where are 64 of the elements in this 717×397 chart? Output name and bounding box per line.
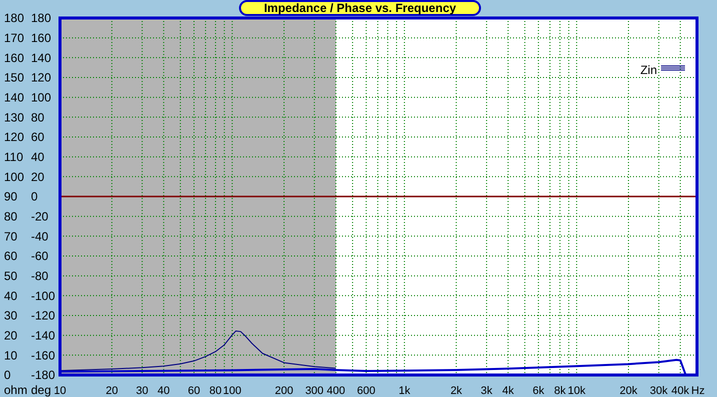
x-tick-label: 3k: [480, 384, 493, 397]
y-tick-label: 90: [4, 190, 18, 204]
y-tick-label: 70: [4, 229, 18, 244]
x-tick-label: 600: [357, 384, 376, 397]
y2-tick-label: -20: [31, 210, 49, 224]
x-tick-label: 30: [136, 384, 148, 397]
y-tick-label: 30: [4, 308, 18, 323]
x-tick-label: 10k: [568, 384, 586, 397]
y-tick-label: 100: [4, 170, 24, 184]
y-tick-label: 40: [4, 288, 18, 303]
y2-tick-label: 160: [31, 31, 52, 46]
x-tick-label: 400: [326, 384, 346, 397]
y-tick-label: 120: [4, 130, 24, 144]
chart-title: Impedance / Phase vs. Frequency: [264, 1, 456, 16]
y-tick-label: 20: [4, 328, 18, 343]
x-tick-label: 80: [209, 384, 222, 397]
y2-tick-label: 0: [31, 190, 38, 204]
y2-tick-label: 20: [31, 170, 45, 184]
y2-tick-label: -40: [31, 229, 49, 244]
x-tick-label: 100: [223, 384, 242, 397]
y2-tick-label: -80: [31, 269, 49, 284]
y-tick-label: 60: [4, 249, 18, 264]
y2-tick-label: 60: [31, 130, 45, 144]
y-tick-label: 50: [4, 269, 18, 284]
x-tick-label: 8k: [554, 384, 566, 397]
y2-tick-label: -160: [31, 348, 56, 362]
y2-tick-label: 40: [31, 150, 45, 164]
y2-tick-label: 100: [31, 90, 52, 105]
y2-tick-label: -100: [31, 288, 56, 303]
x-tick-label: 20k: [620, 384, 638, 397]
y2-tick-label: -180: [31, 368, 56, 382]
y2-tick-label: -140: [31, 328, 56, 343]
y-tick-label: 150: [4, 70, 24, 85]
x-axis-title: Hz: [691, 384, 705, 397]
x-tick-label: 10: [54, 384, 66, 397]
y2-tick-label: 140: [31, 50, 52, 65]
y2-tick-label: 80: [31, 110, 45, 124]
y2-tick-label: -120: [31, 308, 56, 323]
y-tick-label: 140: [4, 90, 24, 105]
x-tick-label: 30k: [650, 384, 668, 397]
y-tick-label: 180: [4, 11, 24, 26]
y-tick-label: 110: [4, 150, 24, 164]
x-tick-label: 1k: [398, 384, 411, 397]
y-tick-label: 170: [4, 31, 24, 46]
x-tick-label: 40k: [671, 384, 690, 397]
y2-tick-label: 120: [31, 70, 52, 85]
x-tick-label: 200: [274, 384, 294, 397]
x-tick-label: 300: [305, 384, 324, 397]
y-tick-label: 160: [4, 50, 24, 65]
y-tick-label: 10: [4, 348, 18, 362]
y2-axis-title: deg: [31, 383, 52, 397]
y2-tick-label: 180: [31, 11, 52, 26]
x-tick-label: 20: [106, 384, 118, 397]
x-tick-label: 4k: [502, 384, 514, 397]
y-tick-label: 80: [4, 210, 18, 224]
x-tick-label: 2k: [450, 384, 463, 397]
y2-tick-label: -60: [31, 249, 49, 264]
y-axis-title: ohm: [4, 383, 28, 397]
x-tick-label: 40: [158, 384, 170, 397]
y-tick-label: 0: [4, 368, 11, 382]
y-tick-label: 130: [4, 110, 24, 124]
x-tick-label: 6k: [532, 384, 545, 397]
legend-label: Zin: [640, 63, 657, 78]
x-tick-label: 60: [188, 384, 200, 397]
